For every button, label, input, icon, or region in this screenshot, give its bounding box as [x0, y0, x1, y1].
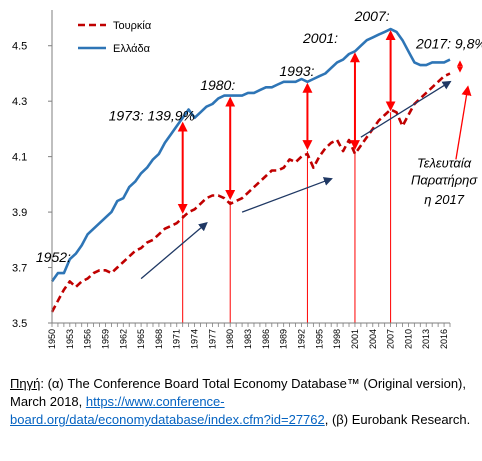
axes: 3.5 3.7 3.9 4.1 4.3 4.5 1950 1953 1956 1959 1962 19…: [12, 10, 451, 349]
source-note: Πηγή: (α) The Conference Board Total Eco…: [10, 375, 478, 429]
x-tick-label: 2001: [350, 329, 360, 349]
annotation-1: 1973: 139,9%: [109, 108, 195, 124]
annotation-6: 2017: 9,8%: [415, 36, 482, 52]
x-tick-label: 1953: [65, 329, 75, 349]
series-line-0: [50, 72, 451, 313]
x-tick-label: 1962: [118, 329, 128, 349]
x-tick-label: 2010: [403, 329, 413, 349]
source-text-end: , (β) Eurobank Research.: [324, 412, 471, 427]
x-tick-label: 1992: [297, 329, 307, 349]
source-link[interactable]: https://www.conference-board.org/data/ec…: [10, 394, 325, 427]
annotation-9: η 2017: [424, 192, 465, 207]
line-chart: 3.5 3.7 3.9 4.1 4.3 4.5 1950 1953 1956 1959 1962 19…: [12, 8, 482, 349]
source-link-part1: https://www.conference-: [85, 394, 225, 409]
trend-arrow-2: [241, 177, 333, 213]
annotation-5: 2007:: [354, 8, 390, 24]
x-tick-label: 1989: [279, 329, 289, 349]
annotation-4: 2001:: [302, 30, 338, 46]
source-text: : (α) The Conference Board Total Economy…: [10, 376, 466, 409]
annotation-0: 1952:: [36, 249, 71, 265]
annotation-2: 1980:: [200, 77, 235, 93]
x-tick-label: 1959: [101, 329, 111, 349]
x-tick-label: 1986: [261, 329, 271, 349]
x-tick-label: 1971: [172, 329, 182, 349]
y-tick-label: 4.3: [12, 96, 27, 108]
y-tick-label: 4.1: [12, 152, 27, 164]
x-tick-label: 2013: [421, 329, 431, 349]
y-tick-label: 3.9: [12, 207, 27, 219]
x-tick-label: 1998: [332, 329, 342, 349]
legend: Τουρκία Ελλάδα: [78, 20, 152, 55]
trend-arrow-1: [140, 222, 208, 280]
annotations: 1952: 1973: 139,9% 1980: 1993: 2001: 2007: 201…: [36, 8, 482, 265]
trend-arrow-3: [360, 80, 452, 138]
source-label: Πηγή: [10, 376, 41, 391]
x-tick-label: 2004: [368, 329, 378, 349]
annotation-8: Παρατήρησ: [411, 172, 478, 187]
x-tick-label: 1950: [47, 329, 57, 349]
x-tick-label: 1980: [225, 329, 235, 349]
annotation-arrows: [140, 30, 472, 280]
x-tick-label: 1968: [154, 329, 164, 349]
x-tick-label: 1965: [136, 329, 146, 349]
y-tick-label: 4.5: [12, 41, 27, 53]
y-tick-label: 3.5: [12, 318, 27, 330]
y-tick-label: 3.7: [12, 263, 27, 275]
last-observation-arrow: [455, 85, 472, 160]
annotation-3: 1993:: [279, 63, 314, 79]
legend-label-0: Τουρκία: [113, 20, 152, 32]
x-tick-label: 1956: [83, 329, 93, 349]
legend-label-1: Ελλάδα: [113, 43, 151, 55]
annotation-7: Τελευταία: [417, 156, 472, 171]
x-tick-label: 2016: [439, 329, 449, 349]
series-lines: [50, 27, 451, 313]
x-tick-label: 1995: [314, 329, 324, 349]
reference-lines: [182, 112, 392, 323]
x-tick-label: 1983: [243, 329, 253, 349]
source-link-part2: board.org/data/economydatabase/index.cfm…: [10, 412, 325, 427]
x-tick-label: 1977: [207, 329, 217, 349]
x-tick-label: 1974: [190, 329, 200, 349]
x-tick-label: 2007: [386, 329, 396, 349]
series-line-1: [50, 27, 451, 283]
